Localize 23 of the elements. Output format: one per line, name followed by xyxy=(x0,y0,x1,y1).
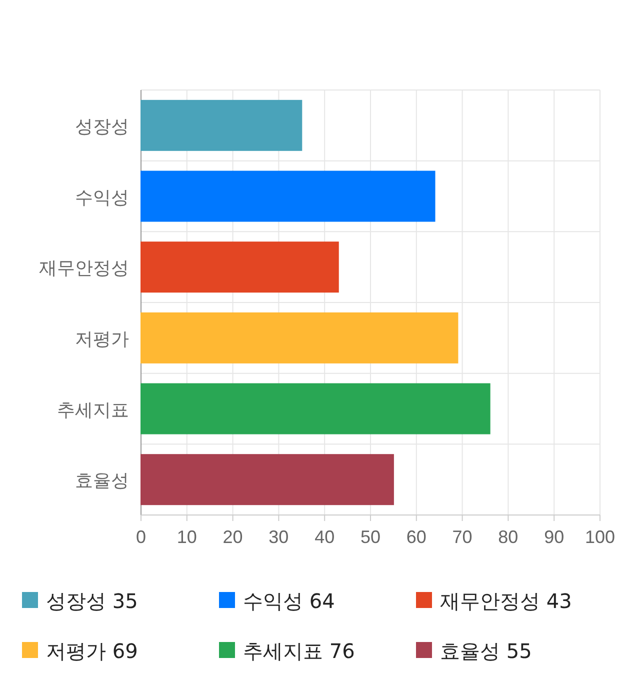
x-tick-label: 10 xyxy=(176,527,197,547)
x-tick-label: 70 xyxy=(452,527,472,547)
x-tick-label: 80 xyxy=(498,527,518,547)
legend-label: 재무안정성 43 xyxy=(440,589,572,613)
y-tick-label: 효율성 xyxy=(75,470,129,492)
legend-label: 저평가 69 xyxy=(46,639,138,663)
legend-label: 효율성 55 xyxy=(440,639,532,663)
y-tick-label: 저평가 xyxy=(75,328,129,350)
x-tick-label: 100 xyxy=(584,527,616,547)
x-tick-label: 60 xyxy=(406,527,426,547)
legend-label: 추세지표 76 xyxy=(243,639,355,663)
legend-label: 수익성 64 xyxy=(243,589,335,613)
x-tick-label: 20 xyxy=(222,527,243,547)
y-tick-label: 수익성 xyxy=(75,187,129,208)
x-tick-label: 90 xyxy=(544,527,564,547)
legend-label: 성장성 35 xyxy=(46,589,138,613)
x-tick-label: 30 xyxy=(268,527,289,547)
y-tick-label: 재무안정성 xyxy=(39,258,129,280)
y-tick-label: 성장성 xyxy=(75,116,129,138)
y-tick-label: 추세지표 xyxy=(57,400,129,421)
x-tick-label: 0 xyxy=(136,527,146,547)
x-tick-label: 50 xyxy=(360,527,381,547)
x-tick-label: 40 xyxy=(314,527,335,547)
